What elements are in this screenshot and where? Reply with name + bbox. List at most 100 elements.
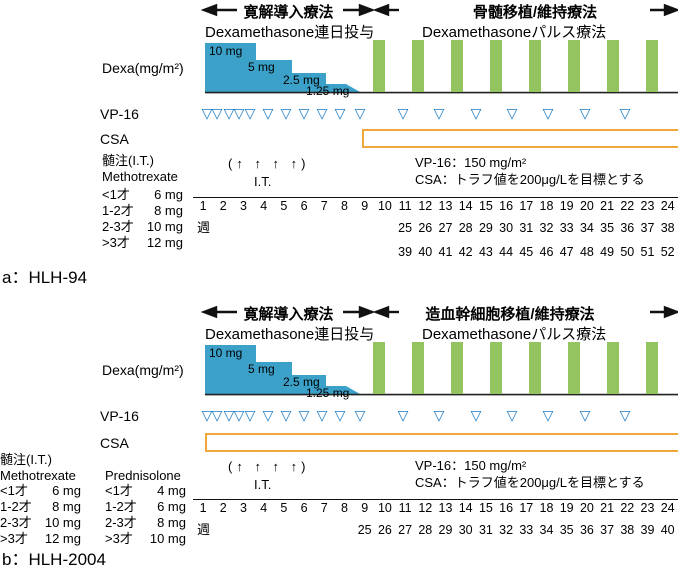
week-number: 25 (357, 523, 372, 537)
vp16-row-label: VP-16 (100, 408, 139, 424)
age-range: 2-3才 (105, 515, 137, 530)
mtx-dose-row: 1-2才 8 mg (102, 203, 183, 218)
vp16-dose-marker-icon: ▽ (470, 407, 482, 423)
arrow-right-icon (663, 305, 678, 319)
week-number: 37 (640, 221, 655, 235)
week-number: 39 (640, 523, 655, 537)
dexa-axis-label: Dexa(mg/m²) (102, 60, 184, 76)
dexa-pulse-label: Dexamethasoneパルス療法 (422, 326, 607, 343)
dexa-daily-label: Dexamethasone連日投与 (205, 326, 375, 343)
week-numbers-row3: 39 40 41 42 43 44 45 46 47 48 49 50 51 52 (0, 245, 678, 261)
week-number: 52 (660, 245, 675, 259)
dexa-step-1.25mg: 1.25 mg (306, 84, 350, 98)
week-number: 17 (519, 199, 534, 213)
week-number: 11 (398, 199, 412, 213)
week-number: 18 (539, 199, 554, 213)
pred-dose-row: <1才 4 mg (105, 483, 186, 498)
vp16-dose-marker-icon: ▽ (233, 407, 245, 423)
vp16-dose-marker-icon: ▽ (262, 407, 274, 423)
dose-value: 8 mg (52, 499, 81, 514)
csa-duration-bar (362, 129, 678, 148)
vp16-dose-marker-icon: ▽ (542, 407, 554, 423)
vp16-dose-marker-icon: ▽ (433, 105, 445, 121)
week-number: 19 (559, 501, 574, 515)
vp16-dose-note: VP-16：150 mg/m² (415, 458, 527, 473)
panel-caption: a：HLH-94 (2, 268, 88, 287)
csa-dose-note: CSA：トラフ値を200μg/Lを目標とする (415, 475, 645, 490)
week-number: 4 (260, 199, 268, 213)
vp16-dose-marker-icon: ▽ (280, 105, 292, 121)
phase-induction-label: 寛解導入療法 (243, 306, 334, 323)
week-number: 21 (600, 501, 615, 515)
week-number: 22 (620, 501, 635, 515)
vp16-dose-marker-icon: ▽ (316, 407, 328, 423)
dexa-step-5mg: 5 mg (248, 362, 275, 376)
week-number: 51 (640, 245, 655, 259)
vp16-dose-note: VP-16：150 mg/m² (415, 155, 527, 170)
week-number: 13 (438, 199, 453, 213)
phase-maintenance-label: 造血幹細胞移植/維持療法 (425, 306, 595, 323)
phase-induction-label: 寛解導入療法 (243, 4, 334, 21)
dose-value: 4 mg (157, 483, 186, 498)
dexa-pulse-bar (529, 342, 541, 394)
pred-dose-row: >3才 10 mg (105, 531, 186, 546)
dexa-pulse-bar (490, 342, 502, 394)
mtx-label: Methotrexate (0, 468, 76, 483)
dexa-pulse-bar (373, 40, 385, 92)
week-scale-line (193, 499, 678, 500)
week-number: 12 (418, 199, 433, 213)
dose-value: 8 mg (157, 515, 186, 530)
dexa-pulse-bar (568, 342, 580, 394)
week-number: 48 (579, 245, 594, 259)
csa-row-label: CSA (100, 435, 129, 451)
week-number: 44 (499, 245, 514, 259)
dexa-pulse-bar (568, 40, 580, 92)
week-number: 49 (600, 245, 615, 259)
arrow-left-icon (372, 3, 390, 17)
week-number: 29 (478, 221, 493, 235)
vp16-dose-marker-icon: ▽ (201, 105, 213, 121)
week-number: 18 (539, 501, 554, 515)
week-number: 34 (579, 221, 594, 235)
it-arrows: (↑ ↑ ↑ ↑) (228, 156, 310, 171)
age-range: 2-3才 (102, 219, 134, 234)
mtx-dose-row: 2-3才 10 mg (0, 515, 81, 530)
week-number: 10 (377, 501, 392, 515)
age-range: 1-2才 (105, 499, 137, 514)
week-number: 29 (438, 523, 453, 537)
week-number: 2 (219, 199, 227, 213)
week-number: 16 (499, 501, 514, 515)
week-number: 47 (559, 245, 574, 259)
vp16-dose-marker-icon: ▽ (211, 407, 223, 423)
week-number: 32 (499, 523, 514, 537)
week-number: 36 (620, 221, 635, 235)
week-unit-label: 週 (197, 522, 211, 537)
week-number: 5 (280, 199, 288, 213)
week-number: 5 (280, 501, 288, 515)
mtx-dose-row: <1才 6 mg (102, 187, 183, 202)
week-number: 35 (600, 221, 615, 235)
week-number: 43 (478, 245, 493, 259)
vp16-dose-marker-icon: ▽ (470, 105, 482, 121)
vp16-dose-marker-icon: ▽ (201, 407, 213, 423)
vp16-dose-marker-icon: ▽ (280, 407, 292, 423)
dexa-pulse-bar (607, 40, 619, 92)
vp16-dose-marker-icon: ▽ (579, 105, 591, 121)
dose-value: 6 mg (52, 483, 81, 498)
vp16-dose-marker-icon: ▽ (354, 407, 366, 423)
week-number: 38 (620, 523, 635, 537)
panel-hlh94: 寛解導入療法 骨髄移植/維持療法 Dexamethasone連日投与 Dexam… (0, 3, 678, 287)
week-number: 28 (458, 221, 473, 235)
week-number: 6 (300, 199, 308, 213)
dose-value: 10 mg (146, 219, 183, 234)
week-number: 46 (539, 245, 554, 259)
vp16-dose-marker-icon: ▽ (233, 105, 245, 121)
mtx-dose-row: 2-3才 10 mg (102, 219, 183, 234)
age-range: 1-2才 (0, 499, 32, 514)
vp16-dose-marker-icon: ▽ (334, 105, 346, 121)
week-numbers-row1: 1 2 3 4 5 6 7 8 9 10 11 12 13 14 15 16 17 18 19 20 21 22 23 24 (0, 501, 678, 517)
week-number: 50 (620, 245, 635, 259)
it-label: 髄注(I.T.) (0, 452, 52, 467)
age-range: <1才 (102, 187, 130, 202)
week-number: 23 (640, 199, 655, 213)
